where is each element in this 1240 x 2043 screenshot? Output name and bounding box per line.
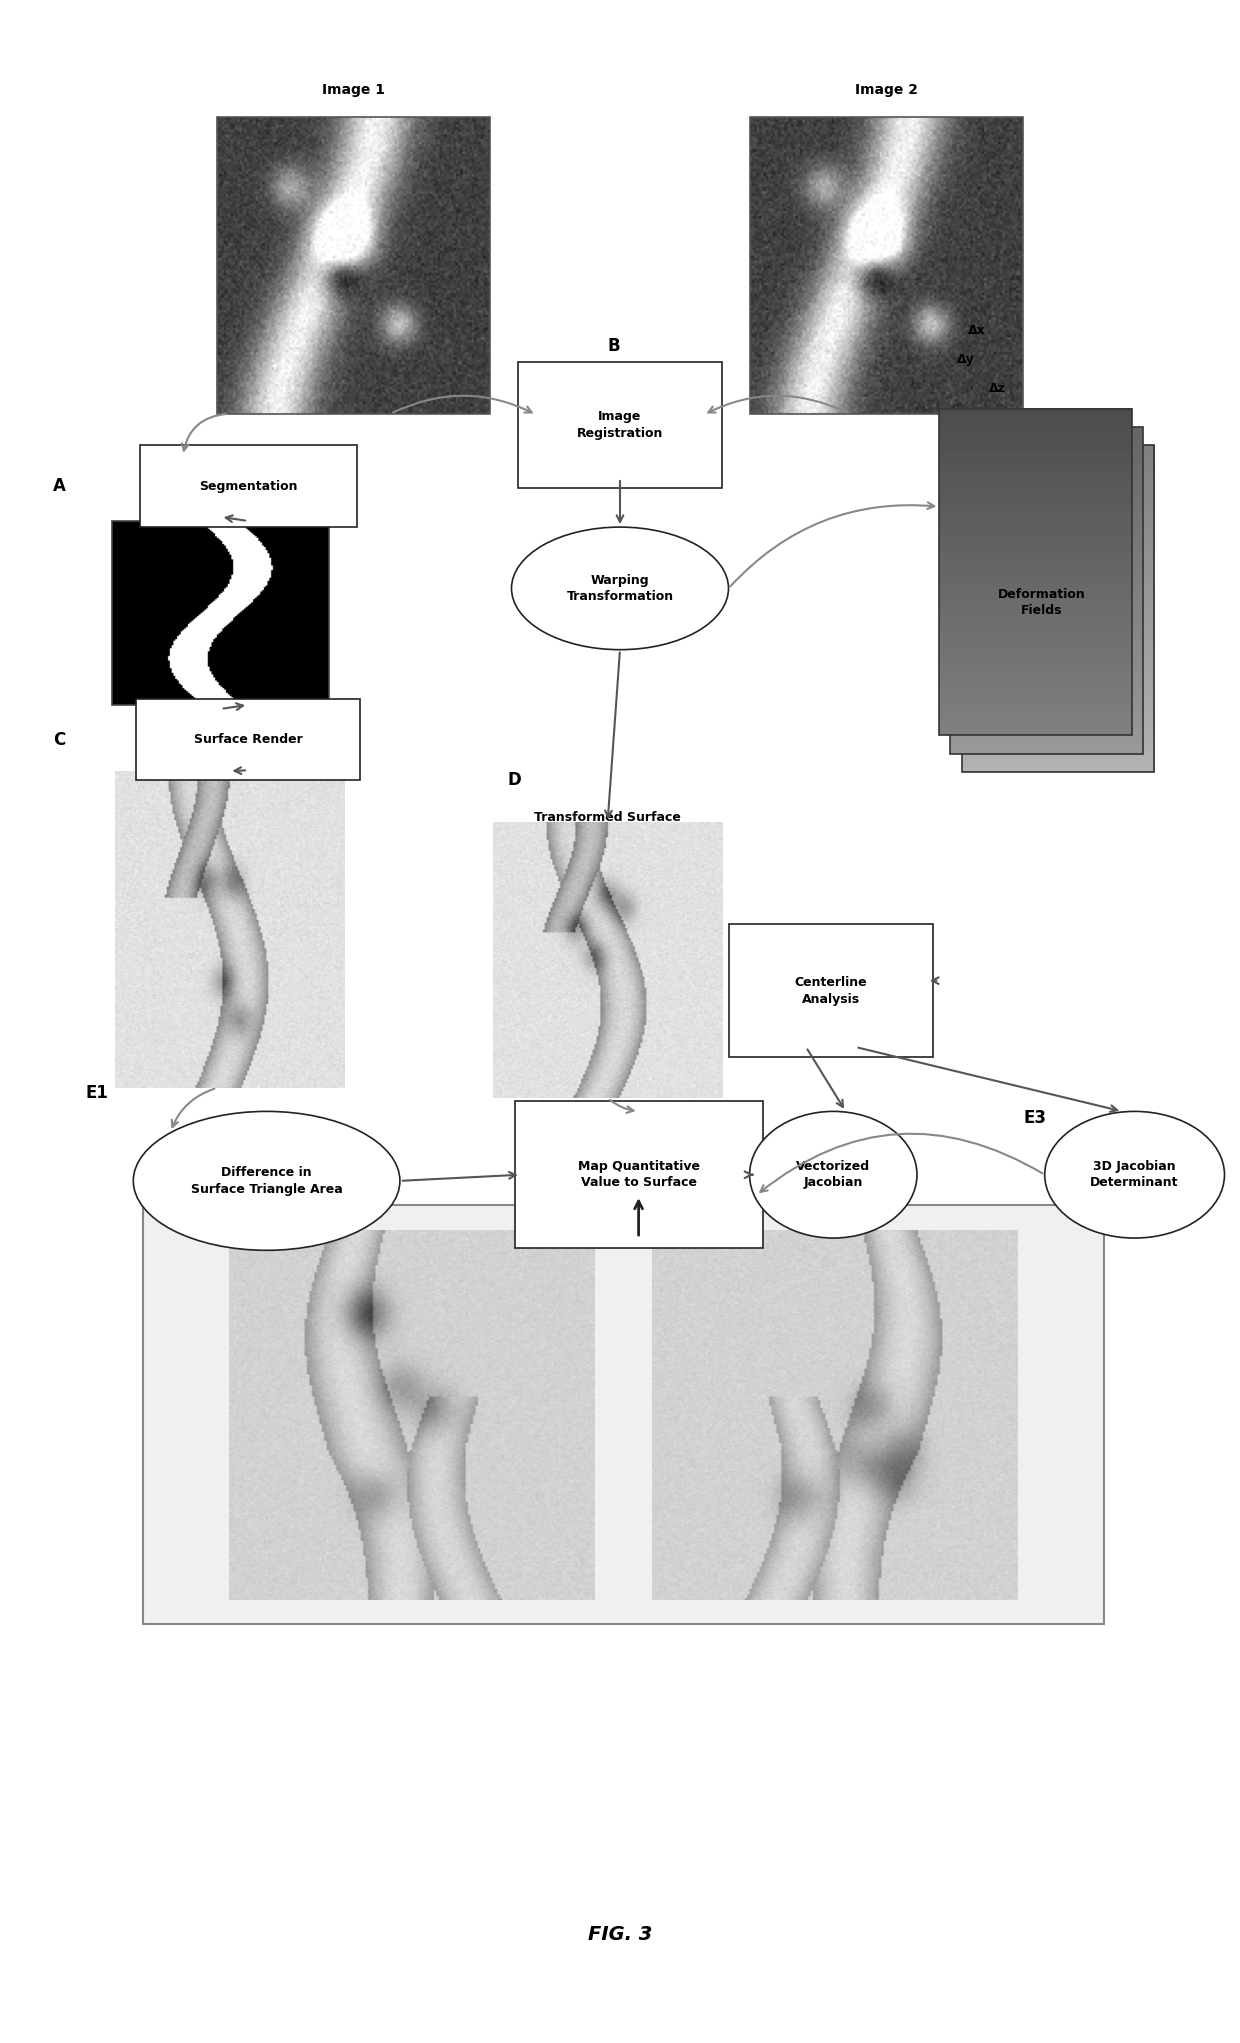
Text: 3D Jacobian
Determinant: 3D Jacobian Determinant	[1090, 1160, 1179, 1189]
FancyBboxPatch shape	[517, 362, 722, 488]
Text: FIG. 3: FIG. 3	[588, 1925, 652, 1945]
Text: Δy: Δy	[957, 353, 975, 366]
Text: F: F	[527, 1109, 539, 1126]
Text: Vectorized
Jacobian: Vectorized Jacobian	[796, 1160, 870, 1189]
Text: Image 1: Image 1	[322, 84, 384, 96]
FancyBboxPatch shape	[136, 699, 360, 780]
Text: Transformed Surface: Transformed Surface	[534, 811, 681, 823]
Text: Δx: Δx	[967, 325, 986, 337]
Text: B: B	[608, 337, 620, 355]
FancyBboxPatch shape	[515, 1101, 763, 1248]
Text: Difference in
Surface Triangle Area: Difference in Surface Triangle Area	[191, 1167, 342, 1195]
Text: E2: E2	[729, 1109, 751, 1126]
Text: D: D	[507, 772, 522, 789]
Text: Image 2: Image 2	[856, 84, 918, 96]
Ellipse shape	[134, 1111, 399, 1250]
Ellipse shape	[1044, 1111, 1225, 1238]
Ellipse shape	[511, 527, 729, 650]
Text: Surface Render: Surface Render	[193, 733, 303, 746]
FancyBboxPatch shape	[143, 1205, 1104, 1624]
Text: E3: E3	[1024, 1109, 1047, 1126]
Text: E1: E1	[86, 1085, 108, 1101]
Text: Deformation
Fields: Deformation Fields	[998, 588, 1085, 617]
Ellipse shape	[749, 1111, 918, 1238]
Text: Δz: Δz	[990, 382, 1006, 394]
FancyBboxPatch shape	[729, 923, 934, 1058]
Text: C: C	[53, 731, 66, 748]
Text: Image
Registration: Image Registration	[577, 411, 663, 439]
Text: Warping
Transformation: Warping Transformation	[567, 574, 673, 603]
Text: Map Quantitative
Value to Surface: Map Quantitative Value to Surface	[578, 1160, 699, 1189]
Text: A: A	[53, 478, 66, 494]
Text: Segmentation: Segmentation	[198, 480, 298, 492]
Text: Centerline
Analysis: Centerline Analysis	[795, 977, 867, 1005]
FancyBboxPatch shape	[139, 445, 357, 527]
